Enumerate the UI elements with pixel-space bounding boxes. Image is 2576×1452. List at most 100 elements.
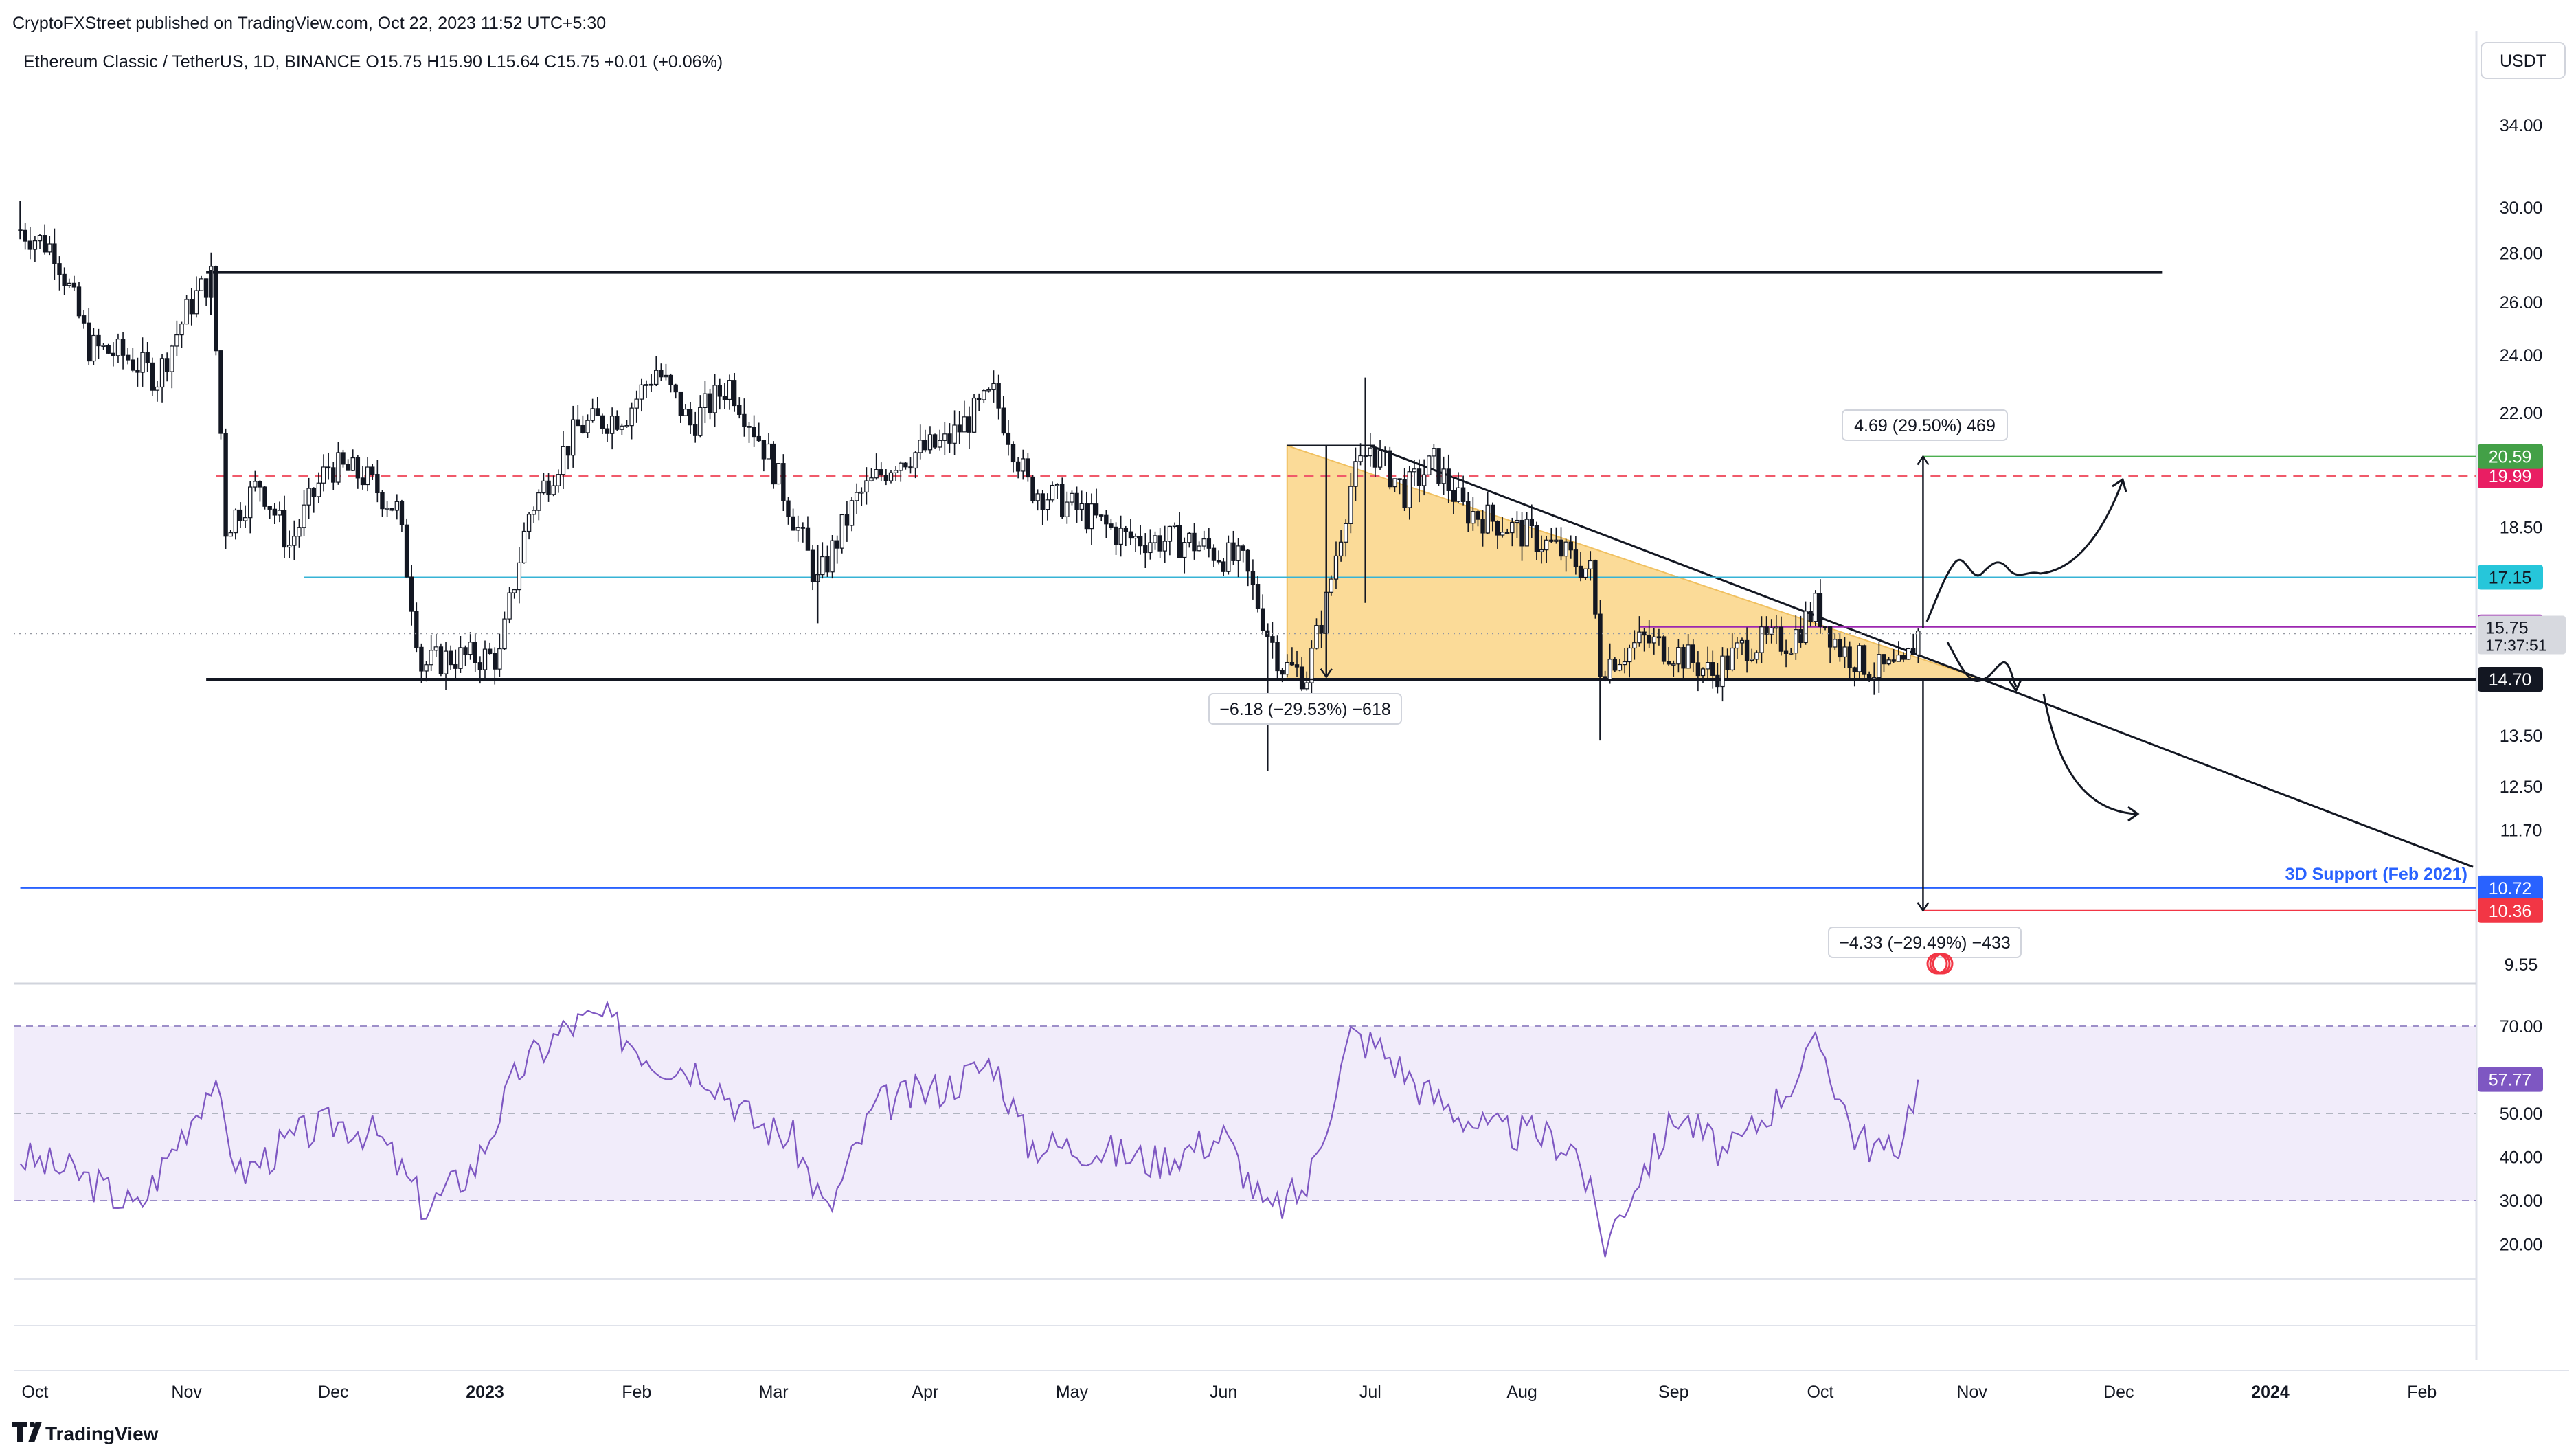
candle-body bbox=[111, 352, 116, 356]
candle-body bbox=[497, 648, 502, 670]
candle-body bbox=[248, 486, 253, 519]
candle-body bbox=[1495, 521, 1500, 536]
candle-body bbox=[1412, 468, 1417, 473]
bearish-projection-arrow[interactable] bbox=[2042, 693, 2137, 815]
candle-body bbox=[869, 477, 874, 481]
candle-body bbox=[883, 475, 889, 481]
candle-body bbox=[1666, 661, 1671, 665]
candle-body bbox=[1094, 503, 1099, 516]
candle-body bbox=[1344, 523, 1348, 543]
measure-label-box bbox=[1828, 927, 2022, 958]
candle-body bbox=[1314, 624, 1319, 649]
candle-body bbox=[1079, 503, 1084, 510]
candle-body bbox=[23, 229, 27, 242]
bearish-projection-path[interactable] bbox=[1946, 642, 2018, 688]
target-down-badge bbox=[2478, 898, 2543, 923]
candle-body bbox=[1686, 644, 1691, 669]
candle-body bbox=[1182, 542, 1187, 558]
candle-body bbox=[1725, 655, 1730, 670]
bullish-projection-path[interactable] bbox=[1925, 558, 2041, 622]
candle-body bbox=[1739, 639, 1745, 644]
candle-body bbox=[1622, 661, 1627, 666]
levels-layer: 3D Support (Feb 2021) bbox=[20, 271, 2476, 911]
candle-body bbox=[468, 642, 473, 655]
candle-body bbox=[1471, 511, 1476, 524]
candle-body bbox=[1847, 646, 1852, 668]
candle-body bbox=[526, 514, 532, 532]
candle-body bbox=[1882, 654, 1886, 665]
candle-body bbox=[839, 514, 844, 549]
candle-body bbox=[223, 433, 228, 537]
price-tick-label: 34.00 bbox=[2500, 116, 2543, 135]
candle-body bbox=[590, 408, 595, 421]
candle-body bbox=[1015, 461, 1021, 472]
price-tick-label: 24.00 bbox=[2500, 346, 2543, 365]
candle-body bbox=[639, 384, 644, 400]
event-icon[interactable] bbox=[1932, 953, 1954, 975]
candle-body bbox=[159, 358, 165, 388]
measure-arrowhead bbox=[1917, 455, 1930, 466]
candle-body bbox=[1206, 538, 1212, 549]
candle-body bbox=[1382, 450, 1388, 452]
candle-body bbox=[150, 362, 155, 391]
candle-body bbox=[1730, 647, 1735, 670]
candle-body bbox=[253, 481, 258, 488]
candle-body bbox=[1309, 648, 1314, 683]
candle-body bbox=[292, 536, 297, 546]
candle-body bbox=[482, 648, 488, 670]
time-tick-label: Sep bbox=[1658, 1383, 1688, 1402]
candle-body bbox=[1632, 642, 1637, 649]
candle-body bbox=[1280, 670, 1285, 675]
candle-body bbox=[1627, 647, 1632, 663]
candle-body bbox=[404, 524, 409, 578]
candle-body bbox=[1123, 528, 1128, 532]
candle-body bbox=[1695, 662, 1701, 677]
candle-body bbox=[1651, 636, 1657, 644]
candle-body bbox=[375, 474, 380, 494]
candle-body bbox=[849, 500, 855, 526]
candle-body bbox=[242, 517, 248, 521]
candle-body bbox=[336, 452, 341, 483]
candle-body bbox=[859, 491, 864, 494]
candle-body bbox=[1060, 484, 1065, 517]
candle-body bbox=[942, 433, 947, 441]
candle-body bbox=[668, 374, 673, 385]
candle-body bbox=[1001, 407, 1006, 434]
candle-body bbox=[297, 527, 302, 537]
candle-body bbox=[982, 390, 986, 400]
candle-body bbox=[1201, 538, 1206, 547]
candle-body bbox=[957, 424, 962, 433]
candle-body bbox=[487, 648, 493, 655]
candle-body bbox=[1539, 549, 1544, 552]
candle-body bbox=[1578, 565, 1583, 578]
currency-button[interactable] bbox=[2481, 42, 2566, 79]
candle-body bbox=[1089, 503, 1094, 530]
candle-body bbox=[1045, 499, 1050, 510]
triangle-resistance-extension[interactable] bbox=[1370, 444, 2474, 868]
candle-body bbox=[27, 240, 32, 250]
bullish-projection-arrow[interactable] bbox=[2040, 480, 2124, 575]
candle-body bbox=[502, 618, 507, 650]
time-tick-label: 2023 bbox=[466, 1383, 504, 1402]
candle-body bbox=[1735, 642, 1740, 649]
price-tick-label: 28.00 bbox=[2500, 245, 2543, 264]
candle-body bbox=[747, 426, 752, 428]
cyan-level-badge-label: 17.15 bbox=[2489, 569, 2532, 588]
candle-body bbox=[1231, 542, 1236, 561]
rsi-series bbox=[19, 1000, 1919, 1258]
candle-body bbox=[947, 433, 952, 444]
candle-body bbox=[448, 650, 453, 666]
candle-body bbox=[967, 416, 972, 433]
candle-body bbox=[708, 393, 712, 413]
candle-body bbox=[321, 466, 326, 484]
candle-body bbox=[71, 282, 77, 288]
candle-body bbox=[1353, 461, 1358, 487]
candle-body bbox=[756, 435, 761, 442]
time-tick-label: Feb bbox=[2407, 1383, 2437, 1402]
candle-body bbox=[1192, 532, 1197, 552]
candle-body bbox=[1754, 652, 1759, 660]
candle-body bbox=[341, 452, 346, 465]
rsi-axis: 70.00 50.00 40.00 30.00 20.00 bbox=[2500, 1017, 2543, 1255]
candle-body bbox=[830, 540, 835, 573]
candle-body bbox=[1759, 626, 1764, 653]
